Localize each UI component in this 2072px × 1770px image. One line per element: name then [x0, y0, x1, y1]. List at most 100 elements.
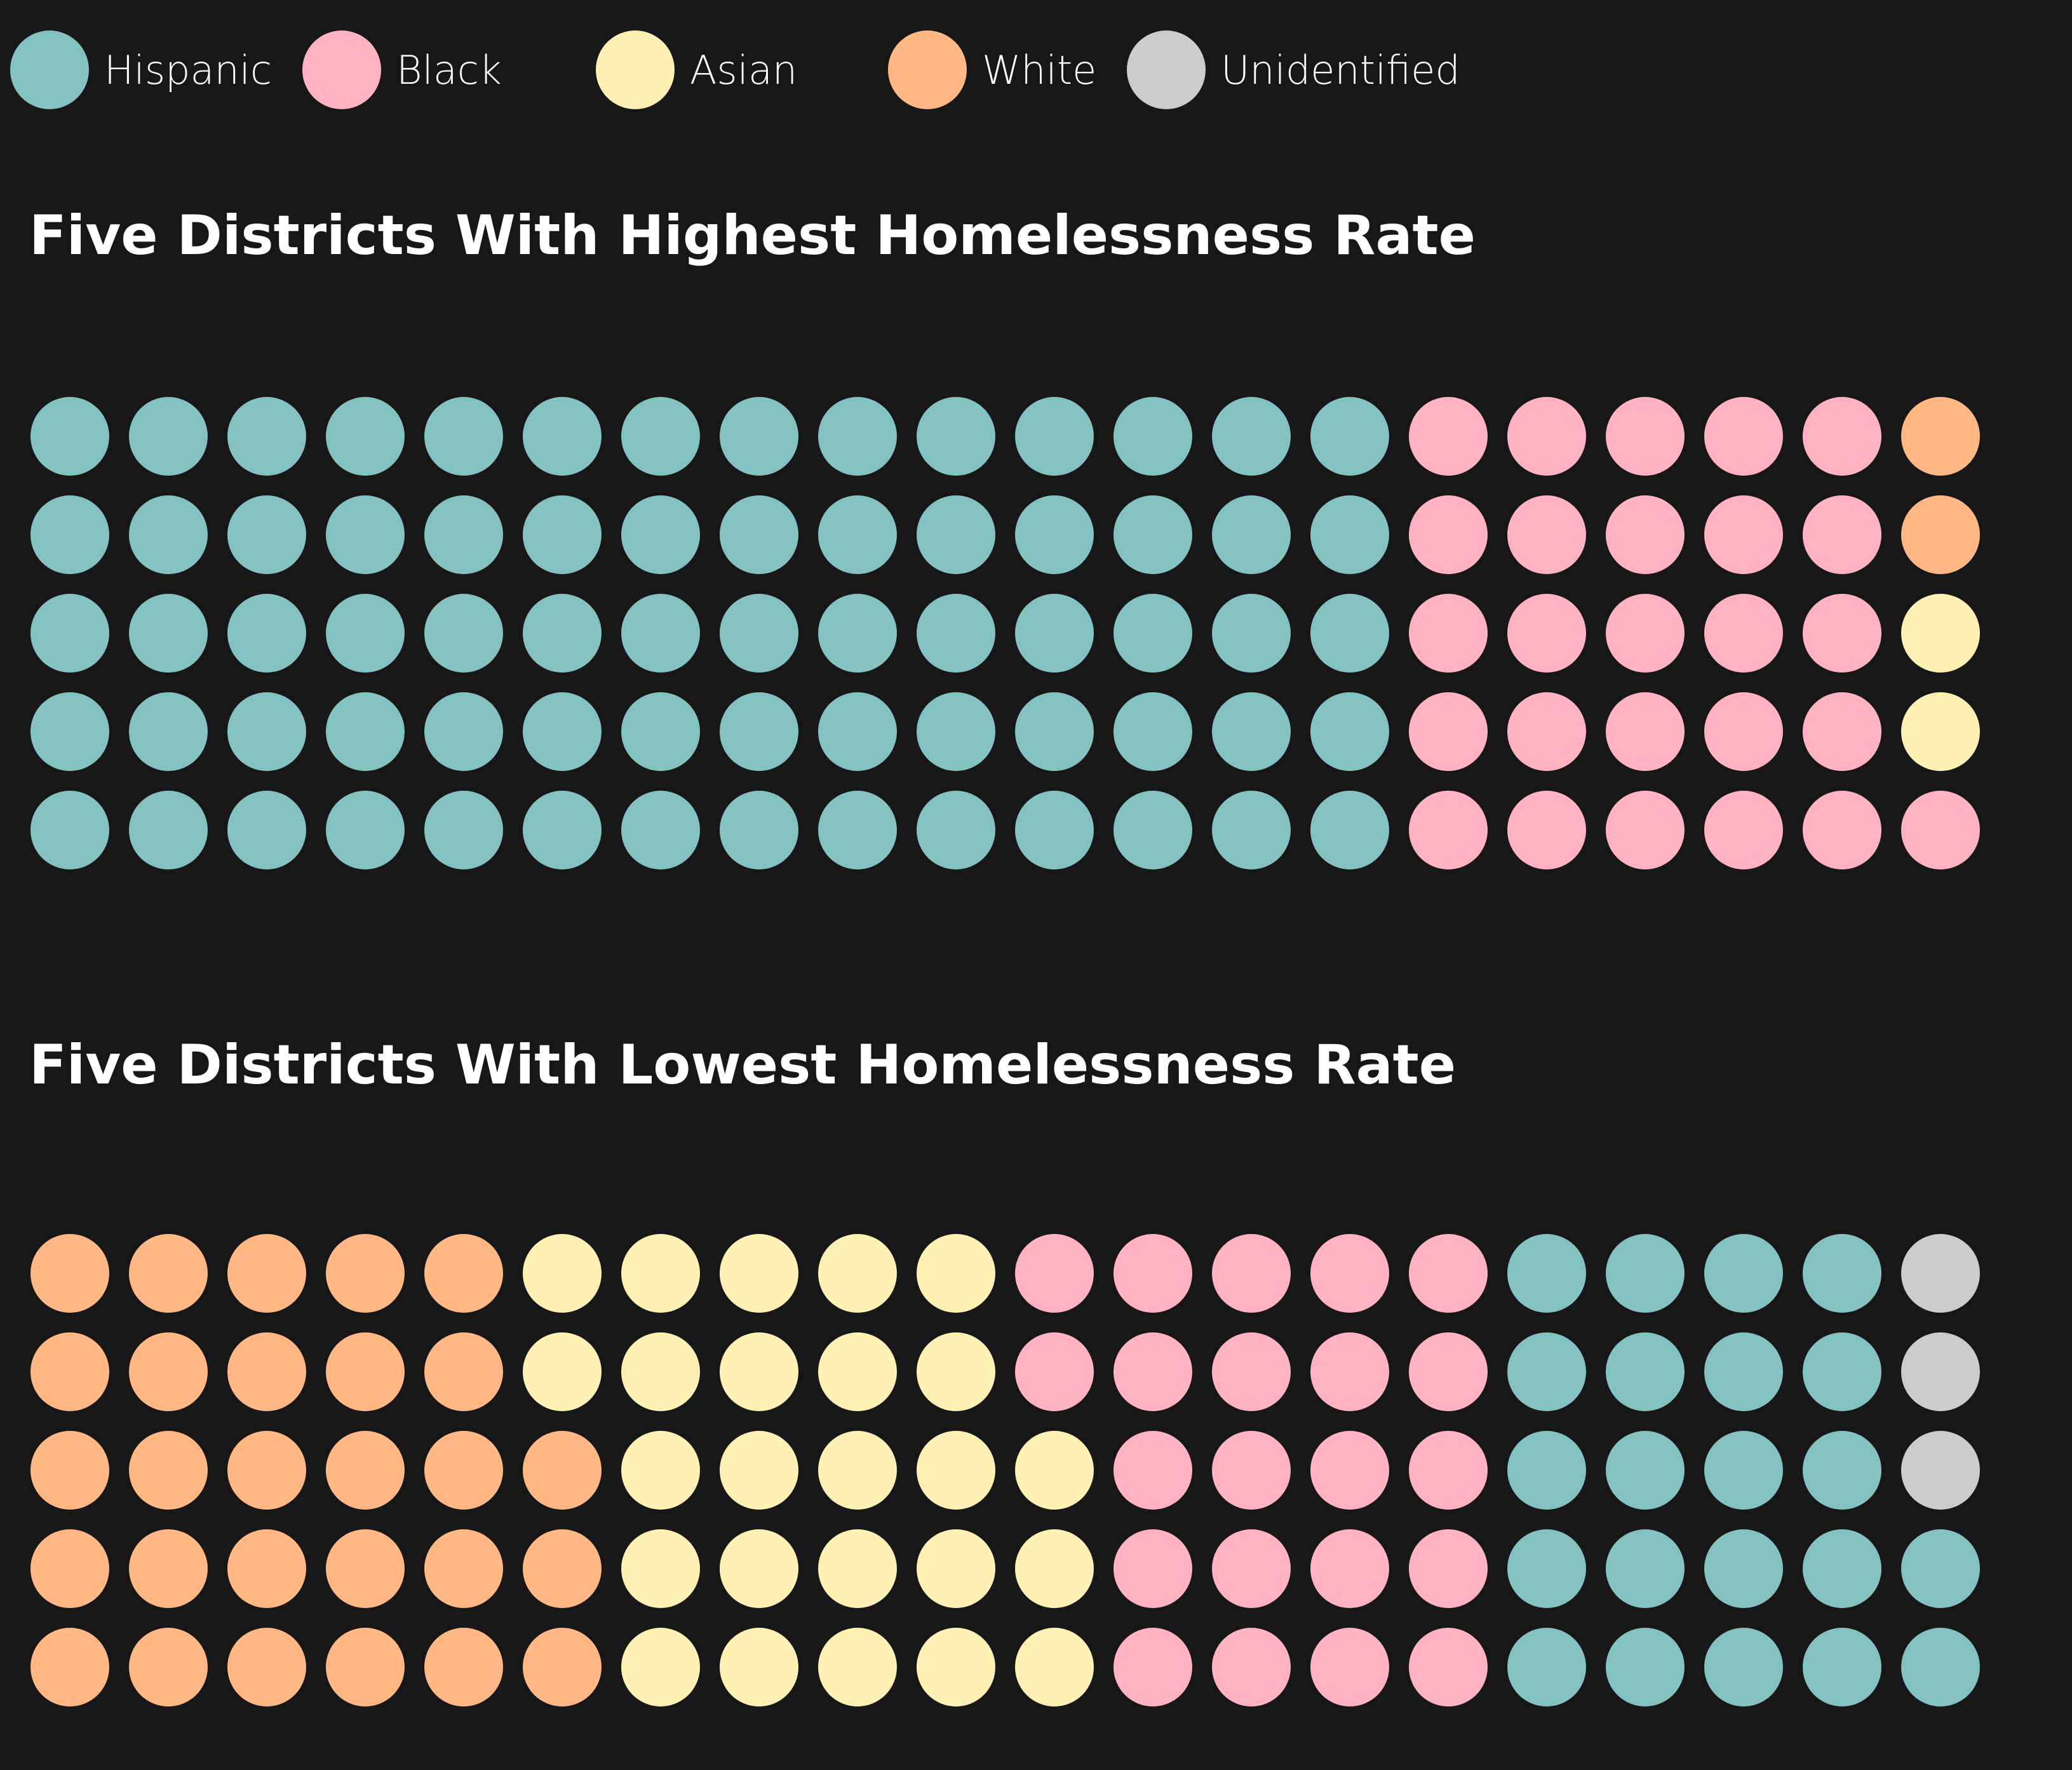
waffle-dot-white [30, 1529, 109, 1608]
waffle-dot-hispanic [1507, 1234, 1586, 1313]
waffle-dot-asian [720, 1234, 798, 1313]
waffle-dot-hispanic [1704, 1332, 1783, 1411]
waffle-dot-asian [621, 1332, 700, 1411]
waffle-dot-white [1901, 495, 1980, 574]
waffle-dot-asian [1015, 1628, 1094, 1706]
waffle-dot-black [1704, 495, 1783, 574]
waffle-dot-asian [1015, 1529, 1094, 1608]
waffle-dot-hispanic [1606, 1234, 1685, 1313]
waffle-dot-hispanic [818, 791, 897, 869]
waffle-dot-white [129, 1332, 208, 1411]
waffle-dot-black [1310, 1234, 1389, 1313]
waffle-dot-asian [917, 1332, 995, 1411]
waffle-dot-hispanic [1704, 1529, 1783, 1608]
waffle-dot-hispanic [1310, 594, 1389, 673]
legend-label-asian: Asian [690, 47, 797, 93]
waffle-dot-asian [523, 1234, 602, 1313]
waffle-dot-black [1507, 397, 1586, 476]
waffle-dot-hispanic [1212, 495, 1291, 574]
waffle-dot-hispanic [1310, 791, 1389, 869]
waffle-dot-unidentified [1901, 1431, 1980, 1510]
waffle-dot-white [424, 1529, 503, 1608]
waffle-dot-white [129, 1529, 208, 1608]
waffle-dot-hispanic [720, 495, 798, 574]
legend-item-hispanic: Hispanic [10, 30, 272, 109]
waffle-dot-white [326, 1628, 405, 1706]
waffle-dot-black [1606, 495, 1685, 574]
waffle-dot-hispanic [1704, 1234, 1783, 1313]
waffle-dot-black [1409, 495, 1488, 574]
waffle-grid-lowest [30, 1234, 1980, 1706]
waffle-dot-hispanic [326, 495, 405, 574]
legend-item-black: Black [302, 30, 502, 109]
waffle-dot-hispanic [424, 594, 503, 673]
waffle-dot-unidentified [1901, 1332, 1980, 1411]
waffle-dot-black [1606, 692, 1685, 771]
waffle-dot-hispanic [1507, 1529, 1586, 1608]
waffle-dot-white [227, 1529, 306, 1608]
waffle-dot-black [1606, 594, 1685, 673]
waffle-dot-white [326, 1234, 405, 1313]
waffle-dot-black [1310, 1332, 1389, 1411]
waffle-dot-hispanic [1015, 495, 1094, 574]
waffle-dot-hispanic [523, 692, 602, 771]
waffle-dot-asian [917, 1628, 995, 1706]
waffle-dot-hispanic [424, 692, 503, 771]
waffle-dot-hispanic [720, 692, 798, 771]
waffle-dot-hispanic [917, 594, 995, 673]
waffle-dot-hispanic [1310, 692, 1389, 771]
waffle-dot-hispanic [818, 594, 897, 673]
waffle-dot-black [1409, 594, 1488, 673]
legend-label-hispanic: Hispanic [104, 47, 272, 93]
legend-swatch-asian [596, 30, 675, 109]
waffle-dot-asian [621, 1529, 700, 1608]
waffle-dot-hispanic [1113, 495, 1192, 574]
waffle-dot-hispanic [1015, 397, 1094, 476]
waffle-dot-hispanic [424, 495, 503, 574]
waffle-dot-hispanic [1310, 397, 1389, 476]
waffle-dot-white [424, 1332, 503, 1411]
waffle-dot-hispanic [326, 791, 405, 869]
waffle-dot-asian [917, 1529, 995, 1608]
waffle-dot-black [1310, 1628, 1389, 1706]
waffle-dot-asian [720, 1628, 798, 1706]
waffle-dot-asian [818, 1628, 897, 1706]
waffle-dot-hispanic [129, 495, 208, 574]
waffle-dot-hispanic [30, 594, 109, 673]
waffle-dot-hispanic [1803, 1529, 1881, 1608]
waffle-dot-white [326, 1431, 405, 1510]
waffle-dot-white [129, 1628, 208, 1706]
waffle-dot-white [227, 1628, 306, 1706]
waffle-dot-hispanic [1901, 1529, 1980, 1608]
waffle-dot-white [129, 1234, 208, 1313]
waffle-dot-hispanic [720, 791, 798, 869]
waffle-dot-hispanic [621, 594, 700, 673]
waffle-dot-hispanic [917, 791, 995, 869]
waffle-dot-black [1212, 1332, 1291, 1411]
waffle-dot-white [129, 1431, 208, 1510]
waffle-dot-hispanic [1507, 1431, 1586, 1510]
waffle-dot-asian [621, 1431, 700, 1510]
waffle-dot-black [1409, 1332, 1488, 1411]
waffle-dot-hispanic [621, 791, 700, 869]
waffle-dot-black [1704, 791, 1783, 869]
waffle-dot-hispanic [227, 594, 306, 673]
waffle-dot-hispanic [1704, 1628, 1783, 1706]
legend-label-white: White [982, 47, 1096, 93]
waffle-dot-black [1212, 1529, 1291, 1608]
waffle-dot-asian [818, 1234, 897, 1313]
waffle-dot-hispanic [227, 495, 306, 574]
waffle-dot-hispanic [917, 692, 995, 771]
waffle-dot-black [1015, 1234, 1094, 1313]
waffle-dot-black [1704, 692, 1783, 771]
waffle-dot-hispanic [523, 495, 602, 574]
legend-label-black: Black [396, 47, 502, 93]
waffle-dot-hispanic [1606, 1529, 1685, 1608]
waffle-dot-asian [917, 1431, 995, 1510]
waffle-dot-black [1113, 1332, 1192, 1411]
waffle-dot-black [1212, 1431, 1291, 1510]
waffle-dot-black [1507, 495, 1586, 574]
waffle-dot-black [1803, 594, 1881, 673]
